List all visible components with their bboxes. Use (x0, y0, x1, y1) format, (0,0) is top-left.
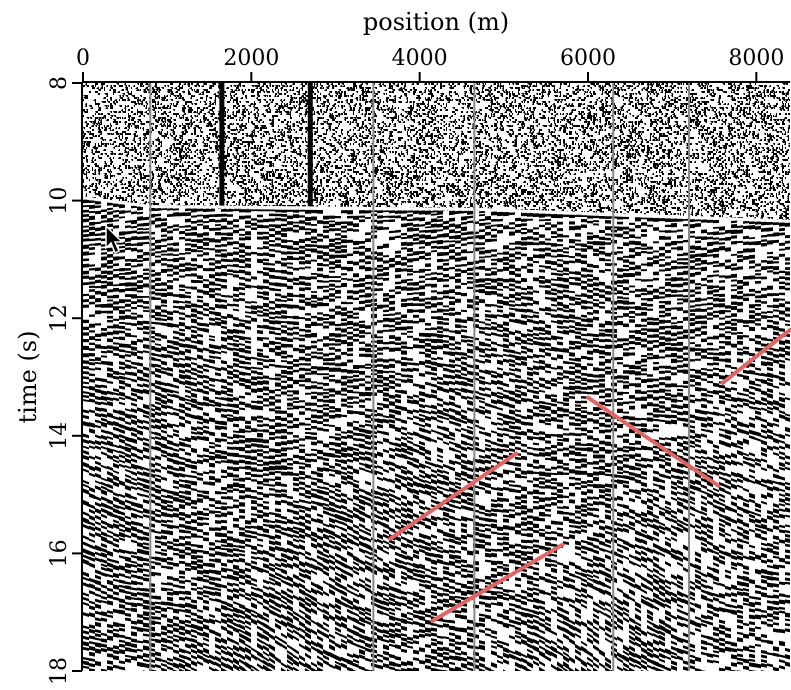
trace-markers (149, 83, 690, 671)
noise-speckle (83, 83, 790, 223)
x-tick-label: 2000 (223, 46, 279, 71)
x-tick-label: 8000 (728, 46, 784, 71)
annotation-lines (388, 327, 791, 624)
y-tick-label: 14 (47, 422, 72, 450)
x-tick-label: 6000 (560, 46, 616, 71)
x-axis-title: position (m) (363, 8, 509, 36)
annotation-line-4 (720, 327, 791, 385)
y-axis: 8 10 12 14 16 18 (47, 76, 83, 685)
annotation-line-1 (388, 451, 519, 541)
dark-trace (219, 83, 225, 208)
x-axis: 0 2000 4000 6000 8000 (76, 46, 790, 83)
first-break-line (83, 196, 790, 223)
y-tick-label: 10 (47, 187, 72, 215)
y-tick-label: 12 (47, 304, 72, 332)
y-axis-title: time (s) (14, 331, 42, 424)
annotation-line-3 (586, 395, 721, 488)
dark-trace (307, 83, 313, 208)
x-tick-label: 0 (76, 46, 90, 71)
y-tick-label: 8 (47, 76, 72, 90)
y-tick-label: 18 (47, 657, 72, 685)
y-tick-label: 16 (47, 539, 72, 567)
mouse-cursor-icon (105, 224, 124, 255)
x-tick-label: 4000 (392, 46, 448, 71)
annotation-line-2 (430, 542, 565, 624)
